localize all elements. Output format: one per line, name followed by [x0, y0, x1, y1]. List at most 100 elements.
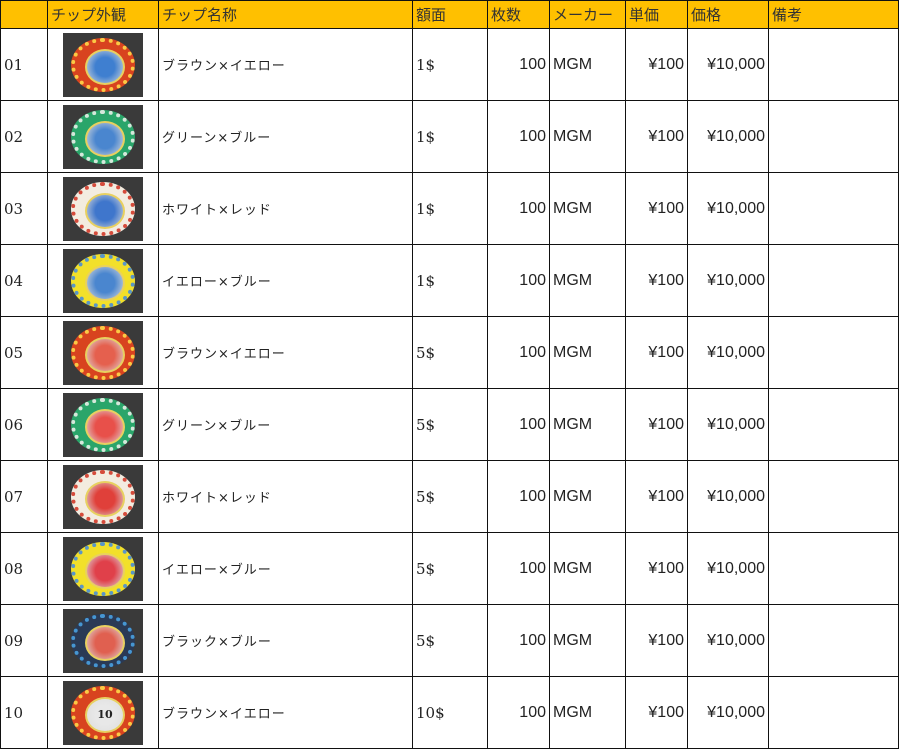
- face-value-cell[interactable]: 1$: [412, 172, 488, 245]
- price-cell[interactable]: ¥10,000: [687, 604, 769, 677]
- maker-cell[interactable]: MGM: [549, 676, 626, 749]
- chip-name-cell[interactable]: グリーン×ブルー: [158, 100, 413, 173]
- maker-cell[interactable]: MGM: [549, 100, 626, 173]
- maker-cell[interactable]: MGM: [549, 244, 626, 317]
- maker-cell[interactable]: MGM: [549, 316, 626, 389]
- row-number-cell[interactable]: 02: [0, 100, 48, 173]
- header-notes[interactable]: 備考: [768, 0, 899, 29]
- chip-photo-cell[interactable]: [47, 172, 159, 245]
- face-value-cell[interactable]: 5$: [412, 532, 488, 605]
- count-cell[interactable]: 100: [487, 388, 550, 461]
- chip-photo-cell[interactable]: [47, 388, 159, 461]
- chip-photo-cell[interactable]: [47, 28, 159, 101]
- face-value-cell[interactable]: 1$: [412, 28, 488, 101]
- row-number-cell[interactable]: 07: [0, 460, 48, 533]
- row-number-cell[interactable]: 04: [0, 244, 48, 317]
- header-unit-price[interactable]: 単価: [625, 0, 688, 29]
- count-cell[interactable]: 100: [487, 172, 550, 245]
- face-value-cell[interactable]: 5$: [412, 460, 488, 533]
- notes-cell[interactable]: [768, 604, 899, 677]
- price-cell[interactable]: ¥10,000: [687, 244, 769, 317]
- unit-price-cell[interactable]: ¥100: [625, 676, 688, 749]
- face-value-cell[interactable]: 5$: [412, 316, 488, 389]
- row-number-cell[interactable]: 05: [0, 316, 48, 389]
- price-cell[interactable]: ¥10,000: [687, 100, 769, 173]
- header-name[interactable]: チップ名称: [158, 0, 413, 29]
- unit-price-cell[interactable]: ¥100: [625, 100, 688, 173]
- count-cell[interactable]: 100: [487, 100, 550, 173]
- chip-name-cell[interactable]: ブラウン×イエロー: [158, 316, 413, 389]
- row-number-cell[interactable]: 09: [0, 604, 48, 677]
- face-value-cell[interactable]: 5$: [412, 388, 488, 461]
- face-value-cell[interactable]: 10$: [412, 676, 488, 749]
- count-cell[interactable]: 100: [487, 28, 550, 101]
- price-cell[interactable]: ¥10,000: [687, 532, 769, 605]
- face-value-cell[interactable]: 1$: [412, 244, 488, 317]
- unit-price-cell[interactable]: ¥100: [625, 316, 688, 389]
- header-maker[interactable]: メーカー: [549, 0, 626, 29]
- notes-cell[interactable]: [768, 172, 899, 245]
- count-cell[interactable]: 100: [487, 244, 550, 317]
- notes-cell[interactable]: [768, 100, 899, 173]
- row-number-cell[interactable]: 08: [0, 532, 48, 605]
- notes-cell[interactable]: [768, 244, 899, 317]
- row-number-cell[interactable]: 06: [0, 388, 48, 461]
- header-appearance[interactable]: チップ外観: [47, 0, 159, 29]
- header-price[interactable]: 価格: [687, 0, 769, 29]
- maker-cell[interactable]: MGM: [549, 460, 626, 533]
- chip-name-cell[interactable]: グリーン×ブルー: [158, 388, 413, 461]
- header-count[interactable]: 枚数: [487, 0, 550, 29]
- unit-price-cell[interactable]: ¥100: [625, 28, 688, 101]
- chip-photo-cell[interactable]: 10: [47, 676, 159, 749]
- chip-name-cell[interactable]: ブラウン×イエロー: [158, 28, 413, 101]
- price-cell[interactable]: ¥10,000: [687, 460, 769, 533]
- count-cell[interactable]: 100: [487, 676, 550, 749]
- chip-photo-cell[interactable]: [47, 532, 159, 605]
- maker-cell[interactable]: MGM: [549, 604, 626, 677]
- notes-cell[interactable]: [768, 28, 899, 101]
- notes-cell[interactable]: [768, 388, 899, 461]
- face-value-cell[interactable]: 5$: [412, 604, 488, 677]
- price-cell[interactable]: ¥10,000: [687, 676, 769, 749]
- count-cell[interactable]: 100: [487, 316, 550, 389]
- unit-price-cell[interactable]: ¥100: [625, 244, 688, 317]
- chip-name-cell[interactable]: ホワイト×レッド: [158, 460, 413, 533]
- chip-photo-cell[interactable]: [47, 460, 159, 533]
- price-cell[interactable]: ¥10,000: [687, 316, 769, 389]
- chip-name-cell[interactable]: イエロー×ブルー: [158, 244, 413, 317]
- maker-cell[interactable]: MGM: [549, 388, 626, 461]
- notes-cell[interactable]: [768, 316, 899, 389]
- row-number-cell[interactable]: 03: [0, 172, 48, 245]
- price-cell[interactable]: ¥10,000: [687, 28, 769, 101]
- row-number-cell[interactable]: 01: [0, 28, 48, 101]
- notes-cell[interactable]: [768, 460, 899, 533]
- count-cell[interactable]: 100: [487, 604, 550, 677]
- maker-cell[interactable]: MGM: [549, 532, 626, 605]
- price-cell[interactable]: ¥10,000: [687, 172, 769, 245]
- chip-name-cell[interactable]: ホワイト×レッド: [158, 172, 413, 245]
- chip-name-cell[interactable]: イエロー×ブルー: [158, 532, 413, 605]
- table-row: 03 ホワイト×レッド 1$ 100 MGM ¥100 ¥10,000: [0, 172, 899, 245]
- chip-photo-cell[interactable]: [47, 100, 159, 173]
- unit-price-cell[interactable]: ¥100: [625, 172, 688, 245]
- row-number-cell[interactable]: 10: [0, 676, 48, 749]
- maker-cell[interactable]: MGM: [549, 172, 626, 245]
- count-cell[interactable]: 100: [487, 460, 550, 533]
- chip-photo-cell[interactable]: [47, 244, 159, 317]
- chip-name-cell[interactable]: ブラック×ブルー: [158, 604, 413, 677]
- unit-price-cell[interactable]: ¥100: [625, 604, 688, 677]
- chip-photo-cell[interactable]: [47, 604, 159, 677]
- face-value-cell[interactable]: 1$: [412, 100, 488, 173]
- header-face-value[interactable]: 額面: [412, 0, 488, 29]
- notes-cell[interactable]: [768, 532, 899, 605]
- notes-cell[interactable]: [768, 676, 899, 749]
- maker-cell[interactable]: MGM: [549, 28, 626, 101]
- unit-price-cell[interactable]: ¥100: [625, 388, 688, 461]
- unit-price-cell[interactable]: ¥100: [625, 532, 688, 605]
- price-cell[interactable]: ¥10,000: [687, 388, 769, 461]
- chip-photo-cell[interactable]: [47, 316, 159, 389]
- chip-name-cell[interactable]: ブラウン×イエロー: [158, 676, 413, 749]
- unit-price-cell[interactable]: ¥100: [625, 460, 688, 533]
- count-cell[interactable]: 100: [487, 532, 550, 605]
- header-no[interactable]: [0, 0, 48, 29]
